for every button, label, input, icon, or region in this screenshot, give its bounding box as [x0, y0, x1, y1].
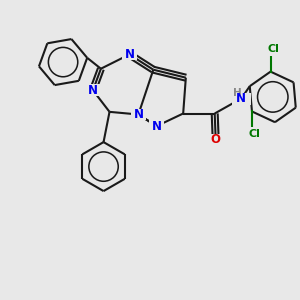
Bar: [232, 93, 251, 104]
Text: H: H: [233, 88, 242, 98]
Text: N: N: [124, 48, 134, 61]
Text: Cl: Cl: [267, 44, 279, 54]
Text: N: N: [88, 84, 98, 97]
Bar: [261, 46, 280, 56]
Bar: [149, 120, 164, 132]
Bar: [242, 127, 262, 138]
Text: N: N: [236, 92, 246, 105]
Text: Cl: Cl: [248, 130, 260, 140]
Text: N: N: [152, 120, 162, 133]
Bar: [209, 134, 222, 145]
Text: O: O: [211, 133, 221, 146]
Bar: [85, 84, 100, 96]
Bar: [122, 49, 137, 60]
Text: N: N: [134, 108, 143, 121]
Bar: [131, 109, 146, 121]
